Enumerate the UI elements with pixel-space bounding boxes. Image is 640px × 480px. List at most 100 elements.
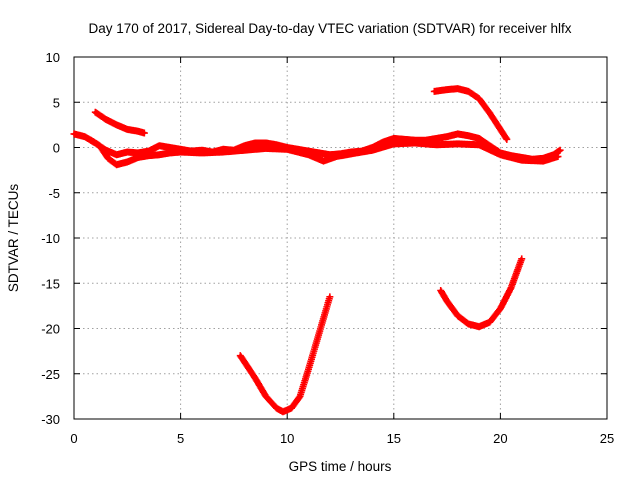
series-segment-early [91,108,148,137]
y-tick-label: 0 [53,141,60,156]
y-tick-label: -10 [41,231,60,246]
data-point [432,89,436,93]
x-tick-label: 5 [177,431,184,446]
data-series [70,85,564,416]
data-point [556,155,560,159]
data-point [328,295,332,299]
data-point [349,152,353,156]
data-point [334,155,338,159]
data-point [456,314,460,318]
data-point [104,117,108,121]
data-point [289,406,293,410]
data-point [147,154,151,158]
data-point [136,151,140,155]
y-tick-label: -25 [41,367,60,382]
data-point [456,132,460,136]
data-point [505,137,509,141]
data-point [136,129,140,133]
data-point [238,354,242,358]
data-point [264,394,268,398]
data-point [498,307,502,311]
data-point [115,163,119,167]
data-point [98,144,102,148]
data-point [179,150,183,154]
y-tick-label: 10 [46,50,60,65]
x-tick-label: 15 [387,431,401,446]
data-point [147,149,151,153]
data-point [253,376,257,380]
data-point [221,150,225,154]
data-point [445,135,449,139]
data-point [541,159,545,163]
data-point [264,141,268,145]
y-tick-label: -5 [48,186,60,201]
data-point [466,134,470,138]
data-point [498,127,502,131]
data-point [115,153,119,157]
x-tick-label: 0 [70,431,77,446]
data-point [381,140,385,144]
series-arc-high [437,255,526,331]
y-tick-label: -15 [41,276,60,291]
data-point [125,160,129,164]
y-axis-ticks: -30 -25 -20 -15 -10 -5 0 5 10 [41,50,607,427]
data-point [200,151,204,155]
data-point [477,325,481,329]
data-point [392,142,396,146]
data-point [392,136,396,140]
y-tick-label: -20 [41,322,60,337]
data-point [445,88,449,92]
data-point [125,127,129,131]
data-point [281,410,285,414]
data-point [307,367,311,371]
data-point [456,87,460,91]
data-point [413,141,417,145]
y-tick-label: 5 [53,95,60,110]
data-point [317,331,321,335]
data-point [488,111,492,115]
data-point [434,143,438,147]
data-point [243,144,247,148]
data-point [253,141,257,145]
series-markers [91,108,148,137]
data-point [142,131,146,135]
data-point [285,147,289,151]
data-point [275,406,279,410]
series-arc-low [236,293,334,416]
data-point [136,155,140,159]
data-point [264,146,268,150]
data-point [115,123,119,127]
x-axis-label: GPS time / hours [289,459,392,474]
data-point [89,138,93,142]
data-point [488,320,492,324]
data-point [106,156,110,160]
data-point [83,135,87,139]
data-point [72,132,76,136]
data-point [477,136,481,140]
data-point [456,142,460,146]
x-axis-ticks: 0 5 10 15 20 25 [70,57,614,446]
data-point [168,146,172,149]
y-axis-label: SDTVAR / TECUs [6,184,21,293]
data-point [477,143,481,147]
data-point [477,97,481,101]
data-point [317,151,321,155]
data-point [466,322,470,326]
data-point [520,158,524,162]
data-point [498,153,502,157]
data-point [307,153,311,157]
data-point [243,148,247,152]
data-point [370,148,374,152]
y-tick-label: -30 [41,412,60,427]
data-point [125,150,129,154]
data-point [157,153,161,157]
data-point [558,148,562,152]
data-point [520,257,524,261]
data-point [298,394,302,398]
data-point [439,288,443,292]
data-point [466,89,470,93]
data-point [168,151,172,155]
series-main-band-b [87,136,562,169]
data-point [445,299,449,303]
